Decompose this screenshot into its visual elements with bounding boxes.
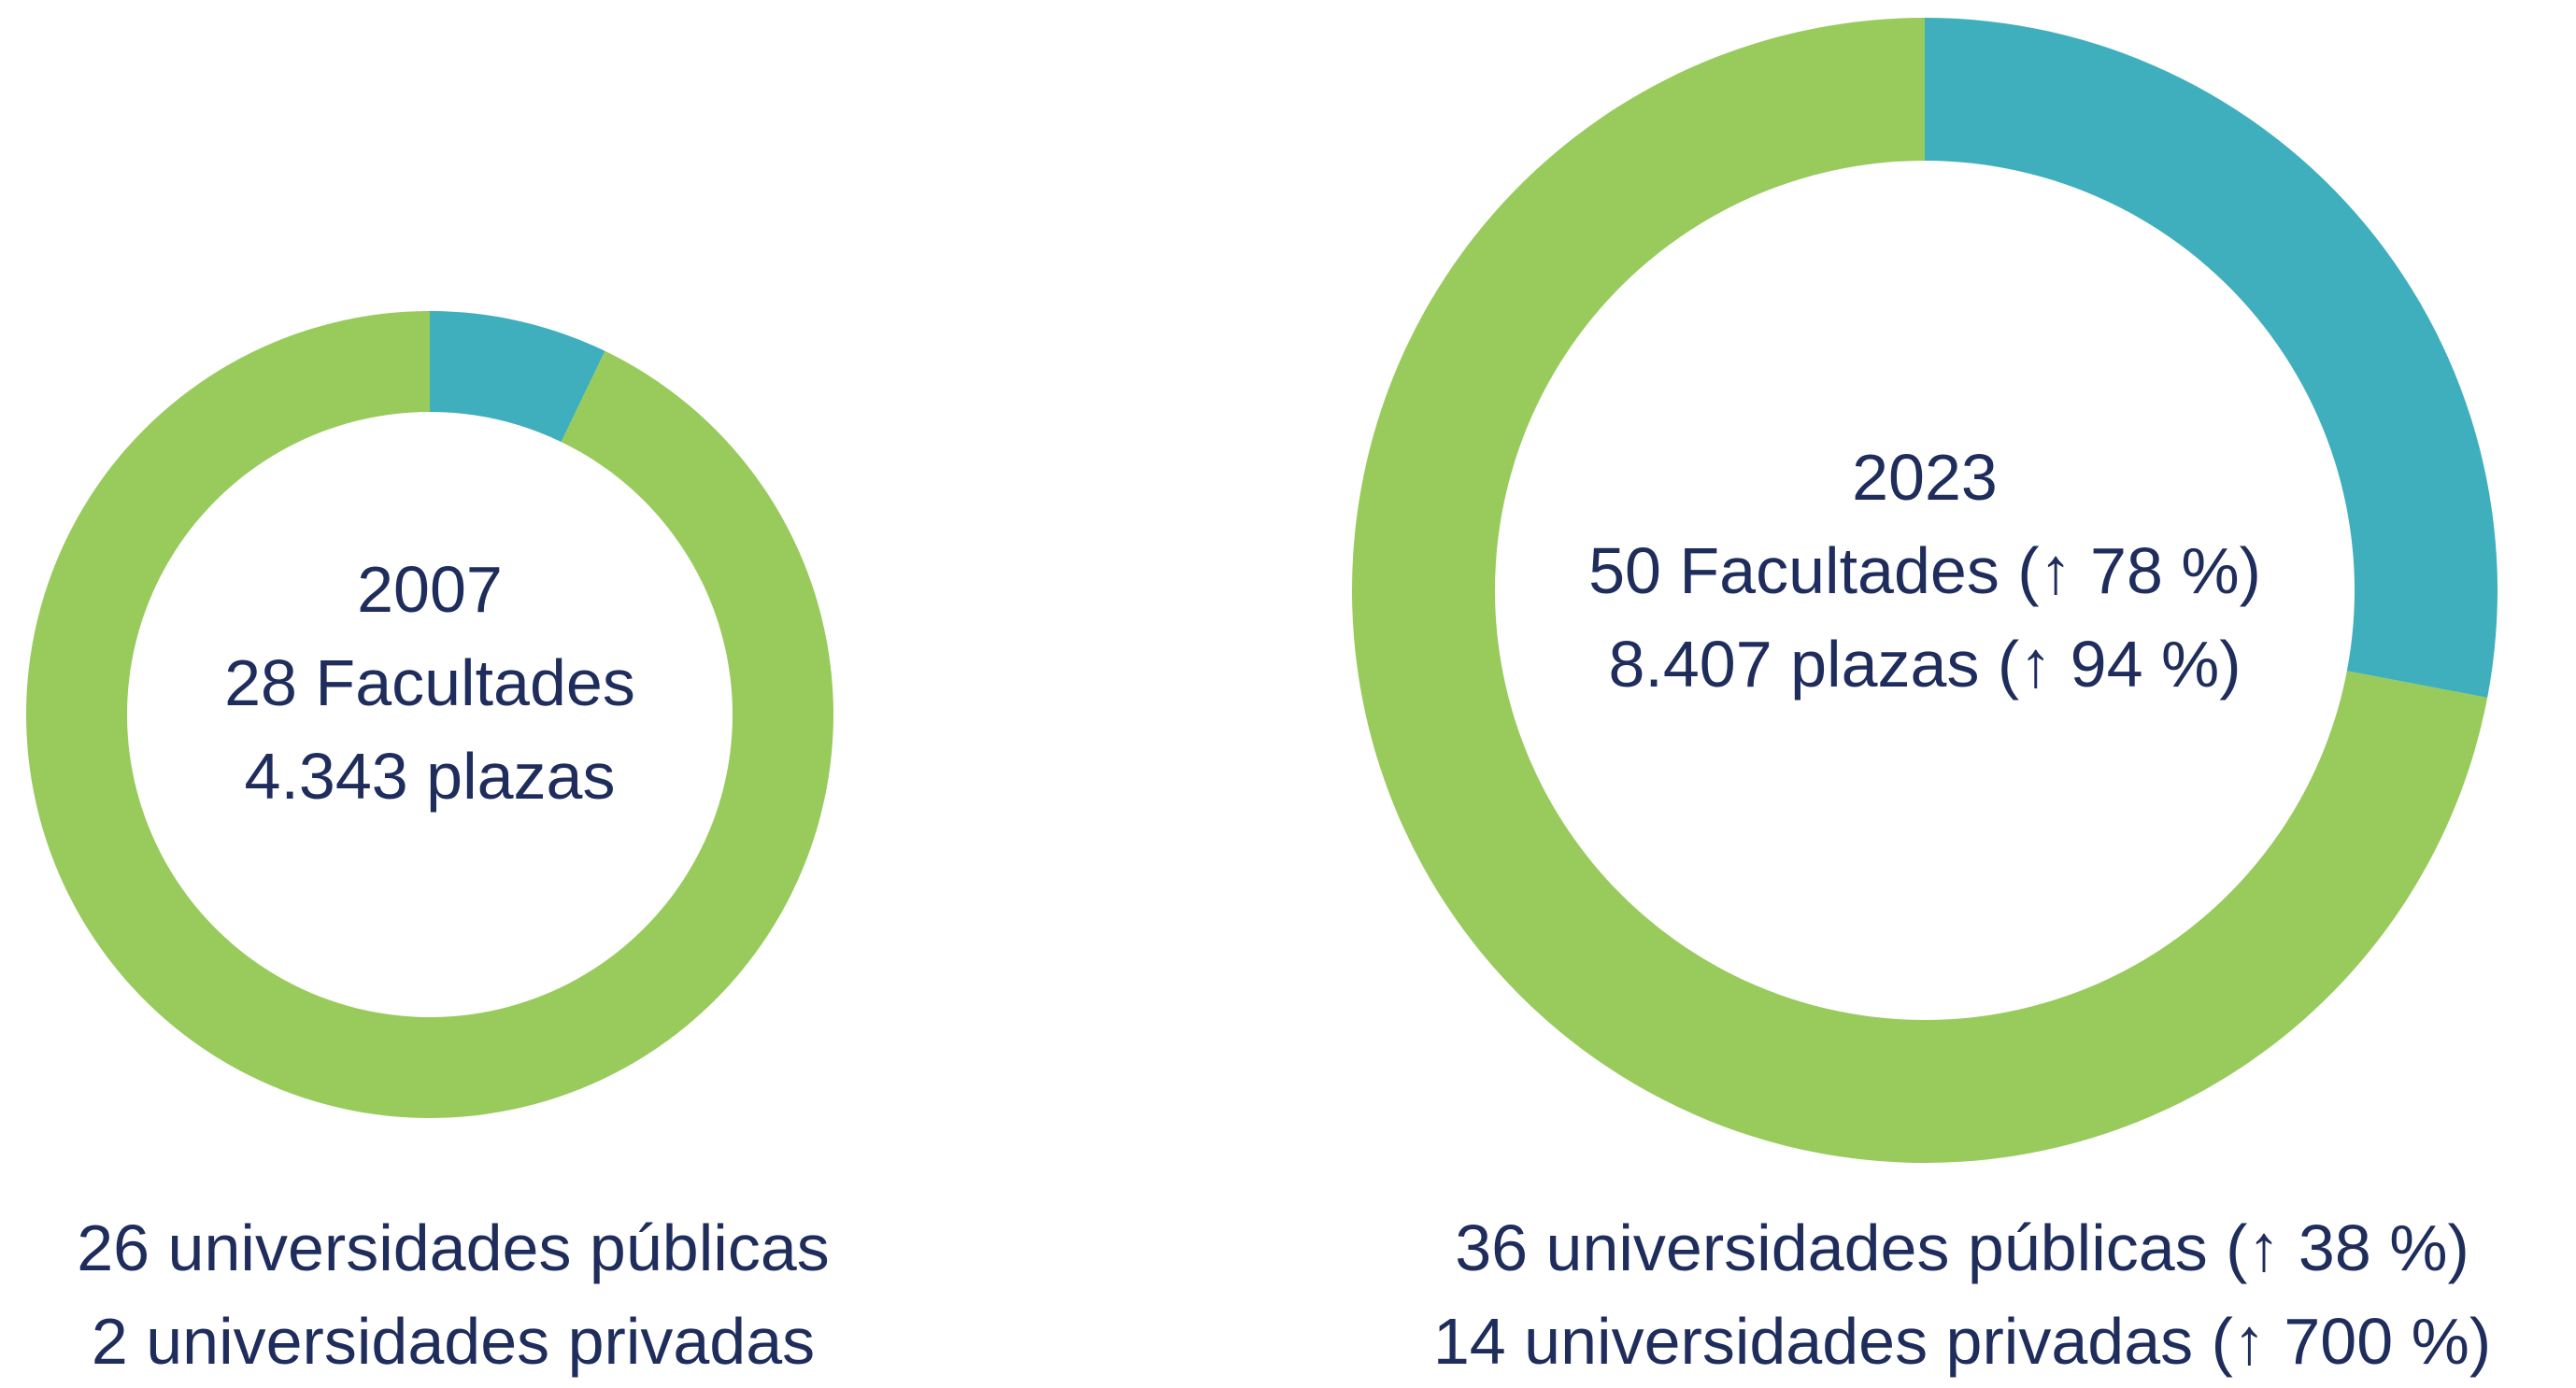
caption-privadas-2007: 2 universidades privadas [92, 1305, 815, 1378]
donut-chart-2007: 2007 28 Facultades 4.343 plazas [25, 311, 833, 1118]
slice-privadas-2007 [430, 311, 605, 443]
center-year-2007: 2007 [357, 553, 503, 626]
caption-publicas-2007: 26 universidades públicas [77, 1211, 830, 1284]
center-facultades-2023: 50 Facultades (↑ 78 %) [1588, 534, 2261, 607]
center-plazas-2007: 4.343 plazas [245, 740, 616, 813]
center-year-2023: 2023 [1852, 441, 1998, 514]
center-plazas-2023: 8.407 plazas (↑ 94 %) [1608, 628, 2241, 701]
donut-chart-2023: 2023 50 Facultades (↑ 78 %) 8.407 plazas… [1351, 18, 2498, 1164]
center-facultades-2007: 28 Facultades [224, 646, 635, 719]
caption-privadas-2023: 14 universidades privadas (↑ 700 %) [1433, 1305, 2491, 1378]
caption-publicas-2023: 36 universidades públicas (↑ 38 %) [1455, 1211, 2469, 1284]
slice-privadas-2023 [1925, 18, 2498, 698]
